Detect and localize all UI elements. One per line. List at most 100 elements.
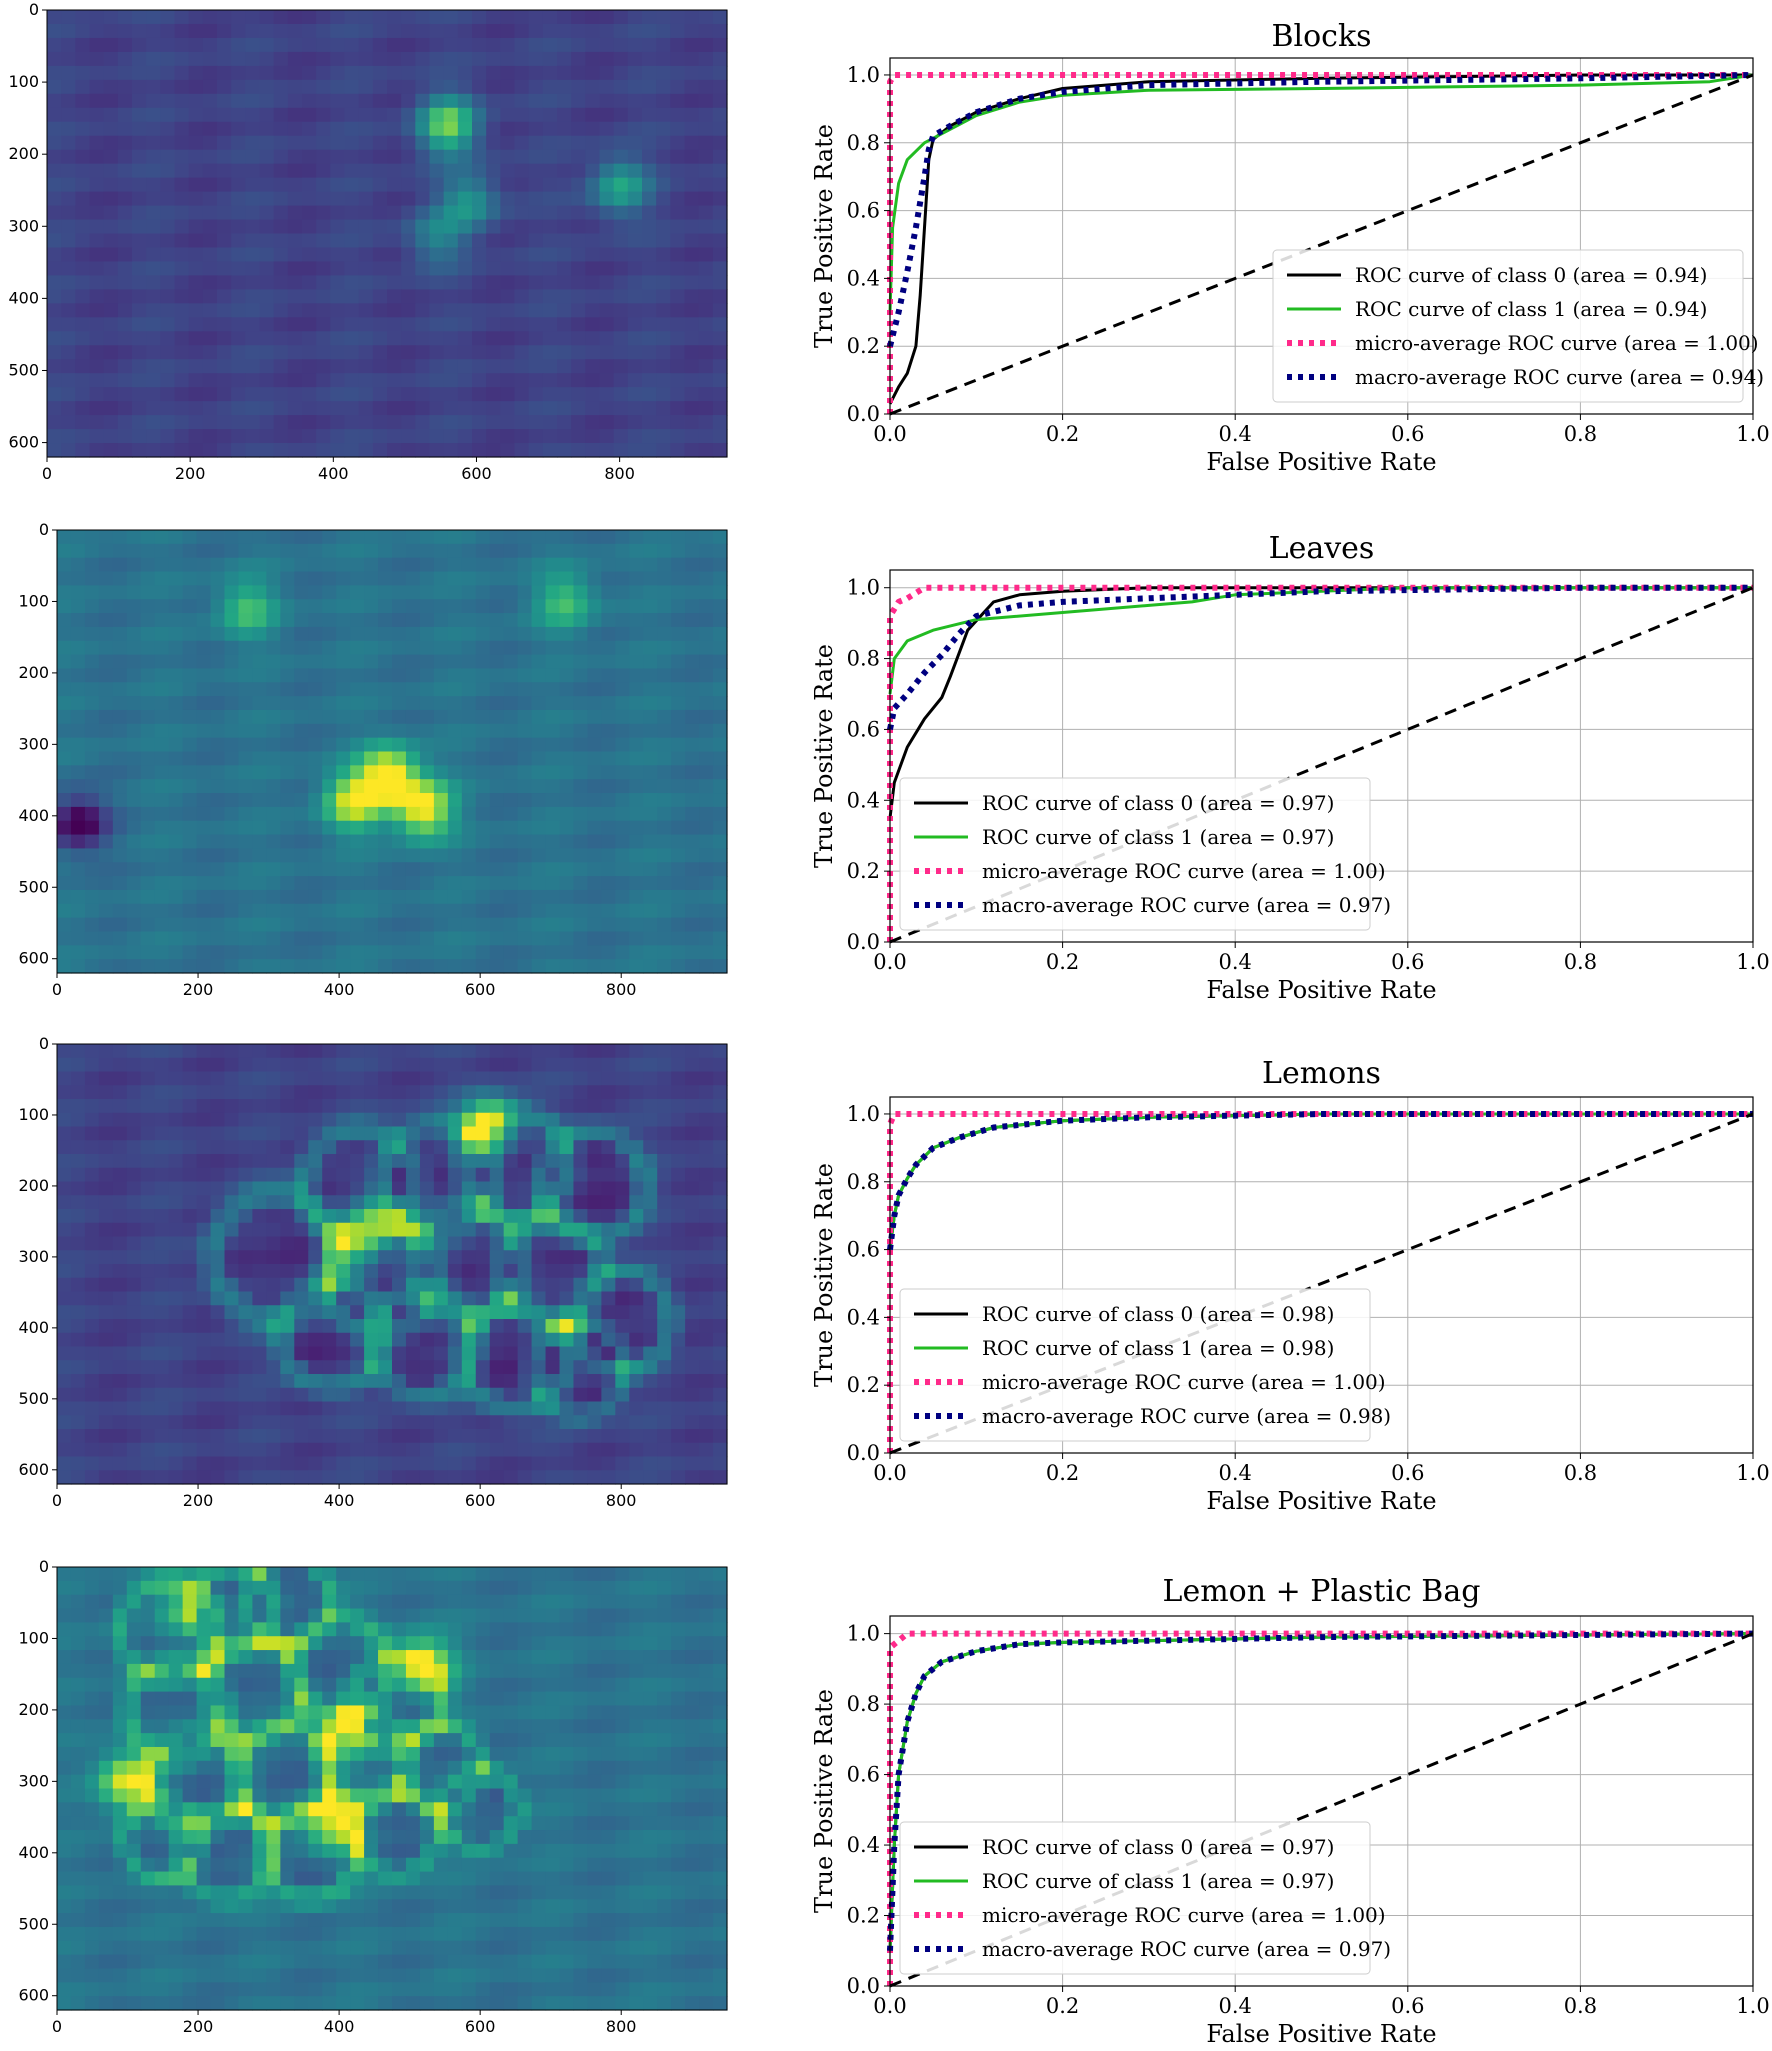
heatmap-cell (387, 191, 402, 207)
heatmap-cell (401, 163, 416, 179)
heatmap-cell (573, 1209, 589, 1224)
heatmap-cell (657, 1277, 672, 1293)
heatmap-cell (573, 793, 589, 808)
heatmap-cell (599, 443, 615, 458)
heatmap-cell (615, 751, 630, 766)
heatmap-cell (671, 1209, 686, 1224)
heatmap-cell (57, 1154, 72, 1169)
heatmap-cell (392, 1291, 407, 1306)
heatmap-cell (503, 834, 519, 849)
heatmap-cell (599, 51, 615, 67)
heatmap-cell (429, 247, 445, 263)
heatmap-cell (643, 696, 658, 711)
heatmap-cell (699, 765, 714, 780)
heatmap-cell (57, 862, 72, 877)
heatmap-cell (146, 121, 161, 137)
heatmap-cell (322, 682, 337, 697)
heatmap-cell (528, 373, 544, 388)
heatmap-cell (336, 751, 351, 766)
heatmap-cell (392, 1195, 407, 1210)
heatmap-cell (571, 359, 586, 374)
heatmap-cell (712, 317, 728, 332)
heatmap-cell (259, 429, 275, 444)
heatmap-cell (364, 1071, 379, 1086)
heatmap-cell (601, 1319, 616, 1334)
heatmap-cell (378, 1429, 393, 1444)
heatmap-cell (322, 820, 337, 836)
heatmap-cell (517, 862, 533, 877)
heatmap-cell (461, 737, 477, 753)
heatmap-cell (656, 205, 671, 221)
heatmap-cell (98, 626, 114, 642)
heatmap-cell (266, 1099, 281, 1114)
heatmap-cell (84, 682, 100, 697)
heatmap-cell (168, 1209, 184, 1224)
heatmap-cell (656, 387, 671, 402)
heatmap-cell (75, 191, 91, 207)
x-tick-label: 0.0 (873, 950, 906, 974)
heatmap-cell (273, 233, 289, 249)
heatmap-cell (475, 806, 491, 822)
heatmap-cell (224, 1594, 240, 1610)
heatmap-cell (350, 1071, 365, 1086)
heatmap-cell (70, 1071, 86, 1086)
heatmap-cell (657, 1305, 672, 1320)
heatmap-cell (196, 1154, 212, 1169)
heatmap-cell (210, 1057, 226, 1073)
heatmap-cell (224, 654, 240, 670)
heatmap-cell (224, 945, 240, 960)
heatmap-cell (196, 931, 212, 946)
heatmap-cell (196, 1264, 212, 1279)
legend-box (899, 777, 1371, 931)
heatmap-cell (252, 945, 267, 960)
heatmap-cell (378, 723, 393, 739)
heatmap-cell (217, 107, 232, 123)
heatmap-cell (671, 1594, 686, 1610)
heatmap-cell (713, 654, 728, 670)
heatmap-cell (461, 1319, 477, 1334)
heatmap-cell (238, 1154, 254, 1169)
heatmap-cell (266, 1470, 281, 1485)
heatmap-cell (350, 1126, 365, 1141)
heatmap-cell (196, 1594, 212, 1610)
heatmap-cell (587, 1291, 602, 1306)
heatmap-cell (98, 751, 114, 766)
heatmap-cell (643, 585, 658, 600)
heatmap-cell (503, 1057, 519, 1073)
heatmap-cell (643, 709, 658, 725)
heatmap-cell (601, 889, 616, 905)
heatmap-cell (47, 331, 62, 346)
heatmap-cell (280, 613, 295, 628)
heatmap-cell (415, 79, 431, 95)
heatmap-cell (601, 1415, 616, 1430)
heatmap-cell (98, 1154, 114, 1169)
heatmap-cell (419, 751, 435, 766)
heatmap-cell (266, 1236, 281, 1251)
heatmap-cell (252, 571, 267, 586)
heatmap-cell (517, 1195, 533, 1210)
heatmap-cell (112, 571, 128, 586)
heatmap-cell (528, 429, 544, 444)
heatmap-cell (713, 1181, 728, 1196)
heatmap-cell (585, 387, 601, 402)
heatmap-cell (287, 331, 303, 346)
heatmap-cell (358, 415, 374, 430)
heatmap-cell (559, 1360, 575, 1375)
heatmap-cell (112, 1291, 128, 1306)
heatmap-cell (126, 571, 142, 586)
heatmap-cell (684, 275, 700, 290)
heatmap-cell (531, 1044, 547, 1059)
heatmap-cell (698, 135, 714, 151)
heatmap-cell (364, 945, 379, 960)
heatmap-cell (392, 571, 407, 586)
heatmap-cell (287, 121, 303, 137)
heatmap-cell (573, 1099, 589, 1114)
heatmap-cell (322, 1305, 337, 1320)
heatmap-cell (98, 1209, 114, 1224)
heatmap-cell (559, 1057, 575, 1073)
heatmap-cell (70, 1594, 86, 1610)
heatmap-cell (629, 1291, 644, 1306)
heatmap-cell (443, 373, 459, 388)
y-tick-label: 0.2 (847, 859, 880, 883)
heatmap-cell (350, 1594, 365, 1610)
